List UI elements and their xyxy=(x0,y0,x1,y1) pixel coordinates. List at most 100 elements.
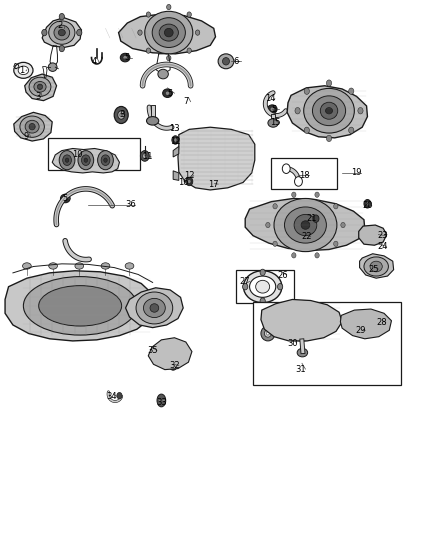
Ellipse shape xyxy=(334,204,338,209)
Ellipse shape xyxy=(169,360,177,370)
Text: 20: 20 xyxy=(362,201,373,211)
Ellipse shape xyxy=(63,155,71,165)
Ellipse shape xyxy=(39,286,122,326)
Ellipse shape xyxy=(359,317,374,331)
Text: 24: 24 xyxy=(377,242,388,251)
Ellipse shape xyxy=(145,11,193,54)
Ellipse shape xyxy=(283,164,290,173)
Ellipse shape xyxy=(187,48,191,53)
Ellipse shape xyxy=(37,84,42,90)
Text: 32: 32 xyxy=(169,361,180,370)
Polygon shape xyxy=(119,14,215,54)
Text: 2: 2 xyxy=(57,21,62,30)
Text: 17: 17 xyxy=(208,180,219,189)
Ellipse shape xyxy=(326,80,332,86)
Ellipse shape xyxy=(325,108,332,114)
Ellipse shape xyxy=(364,199,371,208)
Ellipse shape xyxy=(141,151,149,161)
Polygon shape xyxy=(148,338,192,369)
Ellipse shape xyxy=(349,88,354,94)
Ellipse shape xyxy=(143,154,147,159)
Ellipse shape xyxy=(292,253,296,258)
Ellipse shape xyxy=(294,176,302,186)
Ellipse shape xyxy=(166,4,171,10)
Ellipse shape xyxy=(20,116,44,138)
Bar xyxy=(253,302,401,384)
Ellipse shape xyxy=(164,28,173,37)
Ellipse shape xyxy=(144,298,165,318)
Ellipse shape xyxy=(286,307,318,335)
Text: 4: 4 xyxy=(92,58,97,66)
Ellipse shape xyxy=(101,155,110,165)
Ellipse shape xyxy=(273,241,277,246)
Text: 33: 33 xyxy=(156,398,167,407)
Ellipse shape xyxy=(117,392,122,399)
Text: 18: 18 xyxy=(299,171,310,180)
Ellipse shape xyxy=(326,135,332,142)
Polygon shape xyxy=(173,147,179,157)
Ellipse shape xyxy=(172,136,179,144)
Ellipse shape xyxy=(315,192,319,197)
Polygon shape xyxy=(14,112,52,141)
Text: 22: 22 xyxy=(301,232,311,241)
Ellipse shape xyxy=(223,58,230,65)
Ellipse shape xyxy=(187,179,191,183)
Text: 29: 29 xyxy=(356,326,366,335)
Ellipse shape xyxy=(101,263,110,269)
Text: 31: 31 xyxy=(296,365,307,374)
Ellipse shape xyxy=(60,194,70,203)
Text: 21: 21 xyxy=(306,214,317,223)
Bar xyxy=(48,138,141,169)
Ellipse shape xyxy=(54,25,70,40)
Ellipse shape xyxy=(301,221,310,229)
Text: 19: 19 xyxy=(351,168,362,177)
Ellipse shape xyxy=(304,127,309,133)
Polygon shape xyxy=(25,74,57,101)
Ellipse shape xyxy=(268,119,279,127)
Ellipse shape xyxy=(370,261,382,272)
Polygon shape xyxy=(261,300,342,341)
Ellipse shape xyxy=(84,158,88,163)
Ellipse shape xyxy=(186,177,193,185)
Ellipse shape xyxy=(125,263,134,269)
Ellipse shape xyxy=(14,62,33,78)
Text: 6: 6 xyxy=(234,57,239,66)
Ellipse shape xyxy=(25,120,39,133)
Text: 10: 10 xyxy=(72,150,82,159)
Polygon shape xyxy=(126,288,183,328)
Ellipse shape xyxy=(334,241,338,246)
Text: 14: 14 xyxy=(265,94,276,103)
Ellipse shape xyxy=(63,196,67,200)
Bar xyxy=(236,270,294,303)
Ellipse shape xyxy=(195,30,200,35)
Ellipse shape xyxy=(77,29,82,36)
Ellipse shape xyxy=(146,12,151,17)
Text: 26: 26 xyxy=(277,271,288,279)
Ellipse shape xyxy=(163,348,177,360)
Polygon shape xyxy=(5,271,154,341)
Ellipse shape xyxy=(313,215,319,222)
Ellipse shape xyxy=(298,318,305,324)
Ellipse shape xyxy=(260,298,265,304)
Ellipse shape xyxy=(18,66,28,75)
Ellipse shape xyxy=(98,151,113,169)
Ellipse shape xyxy=(59,13,64,20)
Text: 13: 13 xyxy=(169,124,179,133)
Ellipse shape xyxy=(157,342,183,366)
Ellipse shape xyxy=(146,48,151,53)
Text: 5: 5 xyxy=(125,53,130,62)
Text: 7: 7 xyxy=(184,97,189,106)
Ellipse shape xyxy=(165,91,170,95)
Ellipse shape xyxy=(297,349,307,357)
Ellipse shape xyxy=(256,280,270,293)
Text: 3: 3 xyxy=(35,92,40,101)
Ellipse shape xyxy=(158,69,168,79)
Ellipse shape xyxy=(341,222,345,228)
Ellipse shape xyxy=(250,276,276,297)
Ellipse shape xyxy=(152,18,185,47)
Ellipse shape xyxy=(75,263,84,269)
Ellipse shape xyxy=(364,257,389,276)
Ellipse shape xyxy=(29,77,51,96)
Ellipse shape xyxy=(48,63,57,71)
Ellipse shape xyxy=(59,45,64,52)
